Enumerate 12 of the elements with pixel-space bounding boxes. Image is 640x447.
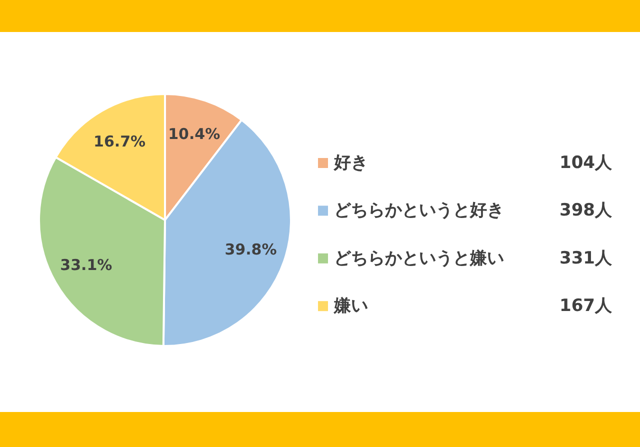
legend-label: 好き — [333, 153, 368, 173]
text: 398人 — [560, 200, 613, 221]
legend-label: どちらかというと嫌い — [334, 248, 504, 268]
data-label: 10.4% — [168, 125, 220, 144]
data-label: 33.1% — [60, 256, 112, 274]
legend-label: 嫌い — [333, 296, 368, 316]
text: 104人 — [560, 153, 613, 173]
data-label: 39.8% — [224, 240, 277, 259]
legend-label: どちらかというと好き — [334, 200, 504, 221]
text: 331人 — [560, 248, 613, 268]
data-label: 16.7% — [94, 132, 146, 150]
text: 167人 — [560, 296, 613, 316]
